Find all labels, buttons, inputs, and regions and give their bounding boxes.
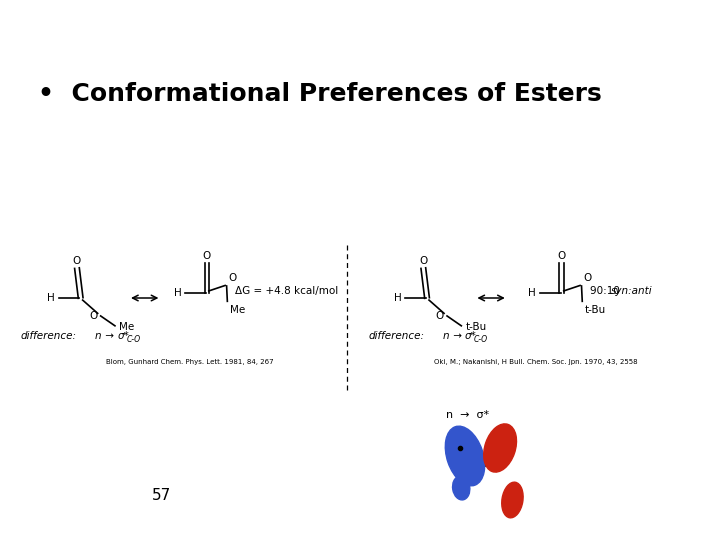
Text: syn:anti: syn:anti: [611, 286, 653, 296]
Ellipse shape: [453, 476, 470, 500]
Text: difference:: difference:: [368, 331, 424, 341]
Text: →: →: [450, 331, 465, 341]
Text: O: O: [419, 256, 428, 266]
Ellipse shape: [502, 482, 523, 518]
Text: O: O: [228, 273, 237, 283]
Text: t-Bu: t-Bu: [465, 322, 487, 332]
Text: O: O: [89, 311, 97, 321]
Text: n: n: [442, 331, 449, 341]
Text: n  →  σ*: n → σ*: [446, 410, 489, 420]
Text: C-O: C-O: [474, 335, 487, 345]
Text: •  Conformational Preferences of Esters: • Conformational Preferences of Esters: [38, 82, 602, 106]
Text: O: O: [73, 256, 81, 266]
Text: ΔG = +4.8 kcal/mol: ΔG = +4.8 kcal/mol: [235, 286, 338, 296]
Text: Oki, M.; Nakanishi, H Bull. Chem. Soc. Jpn. 1970, 43, 2558: Oki, M.; Nakanishi, H Bull. Chem. Soc. J…: [434, 359, 638, 365]
Text: H: H: [174, 288, 181, 298]
Ellipse shape: [484, 424, 516, 472]
Text: O: O: [436, 311, 444, 321]
Text: H: H: [48, 293, 55, 303]
Text: C-O: C-O: [126, 335, 140, 345]
Text: difference:: difference:: [21, 331, 77, 341]
Text: n: n: [95, 331, 102, 341]
Text: O: O: [203, 251, 211, 261]
Text: 90:10: 90:10: [590, 286, 624, 296]
Text: 57: 57: [152, 488, 171, 503]
Text: t-Bu: t-Bu: [585, 306, 606, 315]
Text: Blom, Gunhard Chem. Phys. Lett. 1981, 84, 267: Blom, Gunhard Chem. Phys. Lett. 1981, 84…: [106, 359, 274, 365]
Ellipse shape: [445, 426, 485, 486]
Text: O: O: [583, 273, 592, 283]
Text: H: H: [528, 288, 536, 298]
Text: →: →: [102, 331, 118, 341]
Text: σ*: σ*: [117, 331, 130, 341]
Text: O: O: [558, 251, 566, 261]
Text: Me: Me: [230, 306, 245, 315]
Text: Me: Me: [119, 322, 134, 332]
Text: H: H: [394, 293, 402, 303]
Text: σ*: σ*: [465, 331, 477, 341]
